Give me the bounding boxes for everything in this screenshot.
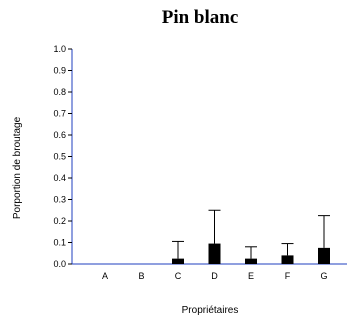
x-tick-label: B: [138, 271, 144, 281]
x-axis-title: Propriétaires: [182, 305, 239, 316]
x-tick-label: G: [320, 271, 327, 281]
bar: [245, 258, 257, 264]
y-axis-title: Porportion de broutage: [12, 116, 23, 219]
y-tick-label: 0.6: [53, 130, 66, 140]
bar: [208, 243, 221, 264]
x-tick-label: A: [102, 271, 108, 281]
x-tick-label: E: [248, 271, 254, 281]
y-tick-label: 0.7: [53, 109, 66, 119]
chart-title: Pin blanc: [162, 7, 239, 28]
y-tick-label: 0.2: [53, 216, 66, 226]
plot-area: 0.0 0.1 0.2 0.3 0.4 0.5 0.6 0.7 0.8 0.9 1.0 A B C D E F G: [53, 44, 347, 281]
x-tick-label: D: [211, 271, 218, 281]
bar: [281, 255, 294, 264]
y-tick-label: 0.3: [53, 195, 66, 205]
y-tick-label: 0.9: [53, 66, 66, 76]
y-tick-label: 1.0: [53, 44, 66, 54]
y-tick-label: 0.4: [53, 173, 66, 183]
y-tick-label: 0.0: [53, 259, 66, 269]
x-tick-label: C: [175, 271, 182, 281]
y-tick-label: 0.5: [53, 152, 66, 162]
bar: [318, 247, 330, 264]
bar: [172, 258, 184, 264]
x-tick-label: F: [285, 271, 291, 281]
y-tick-label: 0.1: [53, 238, 66, 248]
y-tick-label: 0.8: [53, 87, 66, 97]
